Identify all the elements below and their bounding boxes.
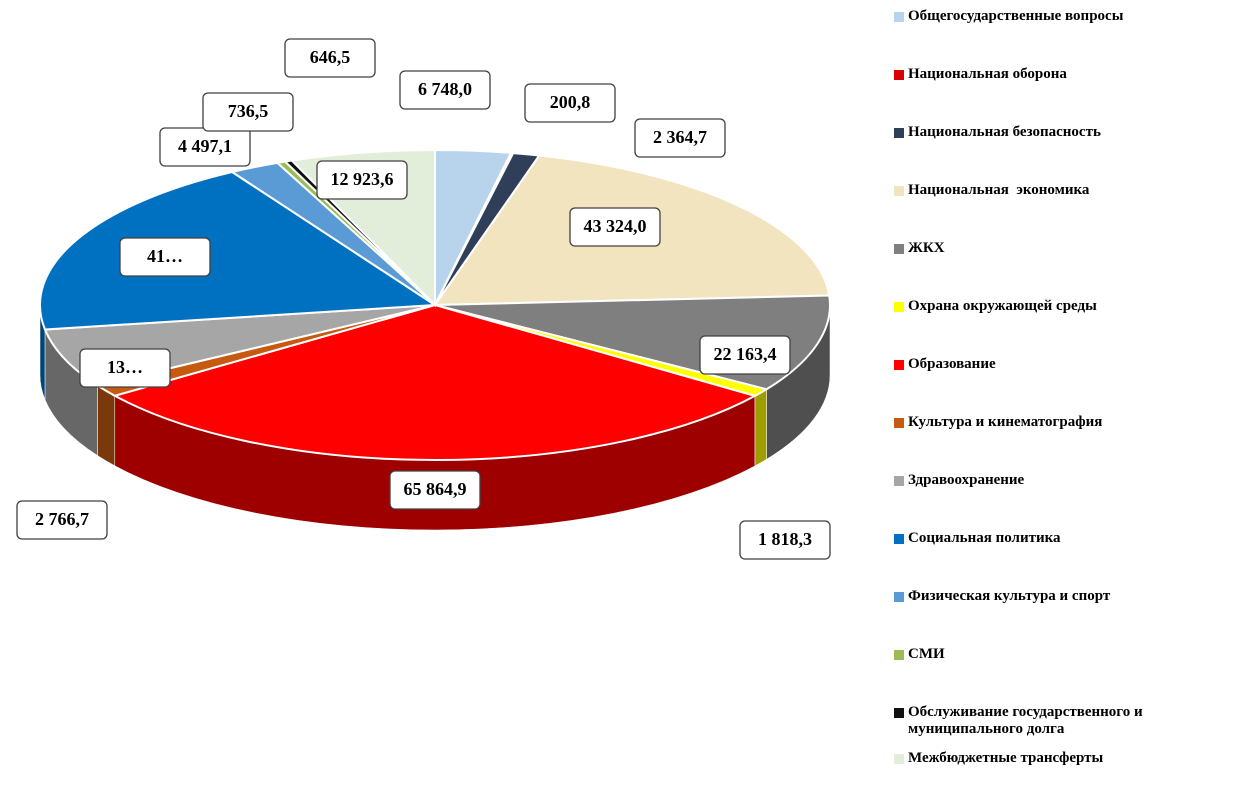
- legend-marker: [894, 12, 904, 22]
- legend-label: Обслуживание государственного и муниципа…: [908, 704, 1147, 737]
- legend-label: Образование: [908, 356, 996, 372]
- data-label: 41…: [147, 246, 183, 266]
- page: {"chart_data": {"type": "pie3d", "catego…: [16, 8, 1143, 766]
- legend-item: СМИ: [890, 646, 1240, 704]
- slice: [39, 170, 439, 331]
- data-label: 6 748,0: [418, 79, 472, 99]
- data-label: 2 766,7: [35, 509, 89, 529]
- data-label-box: [399, 70, 491, 110]
- data-label: 2 364,7: [653, 127, 707, 147]
- legend-item: Социальная политика: [890, 530, 1240, 588]
- data-label: 22 163,4: [714, 344, 777, 364]
- data-label-box: [79, 348, 171, 388]
- legend-marker: [894, 360, 904, 370]
- legend-item: Межбюджетные трансферты: [890, 750, 1240, 808]
- legend-label: Физическая культура и спорт: [908, 588, 1111, 604]
- legend: Общегосударственные вопросы Национальная …: [890, 8, 1240, 808]
- legend-label: Общегосударственные вопросы: [908, 8, 1124, 24]
- legend-marker: [894, 592, 904, 602]
- data-label: 43 324,0: [584, 216, 647, 236]
- legend-label: Национальная безопасность: [908, 124, 1101, 140]
- legend-marker: [894, 650, 904, 660]
- legend-marker: [894, 534, 904, 544]
- data-label: 65 864,9: [404, 479, 467, 499]
- legend-label: Социальная политика: [908, 530, 1061, 546]
- data-label-box: [284, 38, 376, 78]
- slice-side: [754, 388, 767, 467]
- data-label-box: [699, 335, 791, 375]
- legend-item: Национальная оборона: [890, 66, 1240, 124]
- legend-label: Национальная оборона: [908, 66, 1067, 82]
- legend-marker: [894, 244, 904, 254]
- data-label-box: [634, 118, 726, 158]
- legend-item: Образование: [890, 356, 1240, 414]
- data-label: 13…: [107, 357, 143, 377]
- slice: [112, 303, 758, 461]
- data-label-box: [202, 92, 294, 132]
- legend-marker: [894, 754, 904, 764]
- data-label: 200,8: [550, 92, 591, 112]
- legend-label: Национальная экономика: [908, 182, 1090, 198]
- legend-item: Национальная экономика: [890, 182, 1240, 240]
- legend-label: ЖКХ: [908, 240, 945, 256]
- chart: 6 748,0 200,8 2 364,7 43 324,0 22 163,4 1 818…: [16, 38, 831, 560]
- legend-item: Здравоохранение: [890, 472, 1240, 530]
- slice-side: [97, 385, 116, 467]
- data-label-box: [119, 237, 211, 277]
- data-label: 736,5: [228, 101, 269, 121]
- data-label-box: [569, 207, 661, 247]
- legend-marker: [894, 708, 904, 718]
- data-label-box: [316, 160, 408, 200]
- legend-label: Культура и кинематография: [908, 414, 1103, 430]
- legend-item: Национальная безопасность: [890, 124, 1240, 182]
- legend-label: СМИ: [908, 646, 945, 662]
- legend-item: Общегосударственные вопросы: [890, 8, 1240, 66]
- data-label: 12 923,6: [331, 169, 394, 189]
- legend-marker: [894, 418, 904, 428]
- legend-marker: [894, 70, 904, 80]
- legend-item: Охрана окружающей среды: [890, 298, 1240, 356]
- legend-marker: [894, 128, 904, 138]
- legend-marker: [894, 302, 904, 312]
- legend-label: Охрана окружающей среды: [908, 298, 1097, 314]
- legend-marker: [894, 476, 904, 486]
- legend-item: Обслуживание государственного и муниципа…: [890, 704, 1240, 750]
- legend-item: Культура и кинематография: [890, 414, 1240, 472]
- legend-item: ЖКХ: [890, 240, 1240, 298]
- data-label-box: [524, 83, 616, 123]
- legend-label: Межбюджетные трансферты: [908, 750, 1104, 766]
- data-label-box: [389, 470, 481, 510]
- legend-label: Здравоохранение: [908, 472, 1025, 488]
- legend-item: Физическая культура и спорт: [890, 588, 1240, 646]
- data-label-box: [739, 520, 831, 560]
- data-label: 646,5: [310, 47, 351, 67]
- data-label-box: [16, 500, 108, 540]
- data-label: 4 497,1: [178, 136, 232, 156]
- data-label: 1 818,3: [758, 529, 812, 549]
- legend-marker: [894, 186, 904, 196]
